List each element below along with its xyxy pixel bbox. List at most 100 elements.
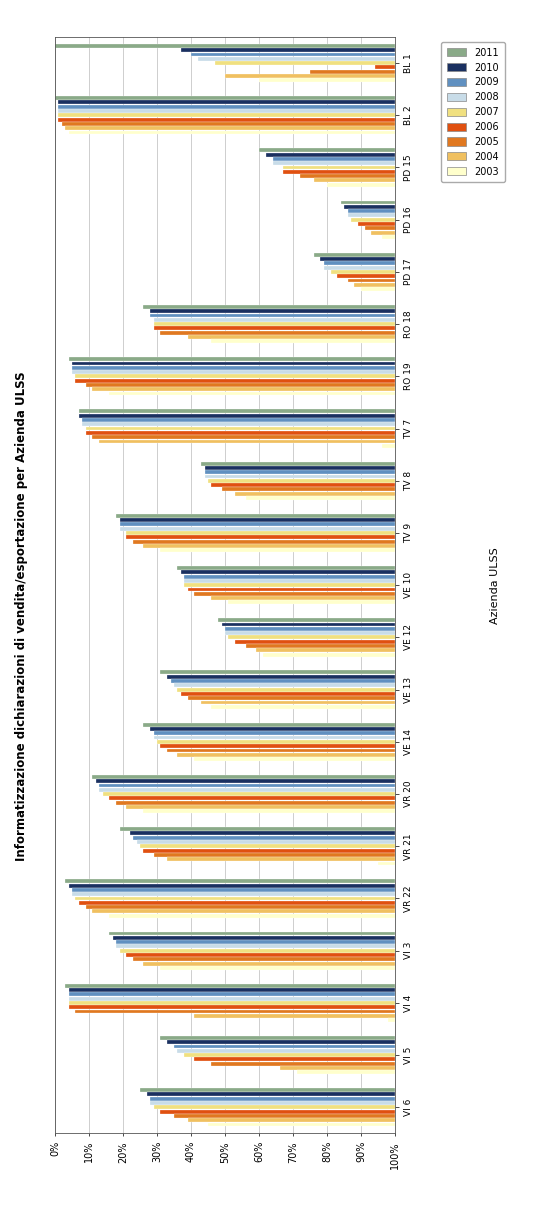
Bar bbox=[310, 70, 395, 74]
Bar bbox=[236, 492, 395, 495]
Bar bbox=[375, 65, 395, 69]
Bar bbox=[86, 426, 395, 430]
Bar bbox=[256, 648, 395, 652]
Bar bbox=[177, 687, 395, 691]
Bar bbox=[313, 253, 395, 256]
Bar bbox=[194, 1014, 395, 1018]
Bar bbox=[160, 670, 395, 674]
Bar bbox=[188, 1119, 395, 1122]
Bar bbox=[86, 431, 395, 435]
Bar bbox=[126, 536, 395, 540]
Bar bbox=[79, 901, 395, 904]
Bar bbox=[184, 1053, 395, 1057]
Bar bbox=[167, 1040, 395, 1045]
Bar bbox=[211, 596, 395, 600]
Bar bbox=[116, 940, 395, 944]
Bar bbox=[296, 1071, 395, 1074]
Bar bbox=[147, 1093, 395, 1096]
Bar bbox=[358, 222, 395, 225]
Bar bbox=[188, 696, 395, 700]
Bar bbox=[160, 966, 395, 970]
Bar bbox=[361, 287, 395, 291]
Bar bbox=[181, 692, 395, 696]
Bar bbox=[174, 1045, 395, 1048]
Bar bbox=[211, 705, 395, 708]
Bar bbox=[279, 1066, 395, 1069]
Bar bbox=[341, 201, 395, 205]
Bar bbox=[58, 110, 395, 113]
Bar bbox=[150, 309, 395, 313]
Bar bbox=[236, 639, 395, 643]
Bar bbox=[65, 984, 395, 988]
Bar bbox=[300, 174, 395, 179]
Bar bbox=[55, 44, 395, 48]
Bar bbox=[72, 888, 395, 892]
Bar bbox=[120, 519, 395, 522]
Bar bbox=[211, 483, 395, 487]
Bar bbox=[228, 636, 395, 639]
Bar bbox=[75, 1009, 395, 1014]
Bar bbox=[133, 957, 395, 961]
Bar bbox=[143, 962, 395, 966]
Bar bbox=[262, 653, 395, 657]
Bar bbox=[58, 117, 395, 122]
Bar bbox=[382, 235, 395, 239]
Bar bbox=[126, 954, 395, 957]
Bar bbox=[154, 318, 395, 322]
Bar bbox=[143, 306, 395, 309]
Bar bbox=[283, 170, 395, 174]
Bar bbox=[154, 853, 395, 856]
Bar bbox=[109, 796, 395, 801]
Bar bbox=[324, 261, 395, 265]
Bar bbox=[143, 545, 395, 548]
Bar bbox=[75, 375, 395, 378]
Bar bbox=[113, 936, 395, 940]
Bar bbox=[69, 988, 395, 992]
Bar bbox=[177, 565, 395, 570]
Bar bbox=[266, 153, 395, 156]
Bar bbox=[86, 906, 395, 909]
Bar bbox=[171, 679, 395, 683]
Bar bbox=[92, 435, 395, 439]
Bar bbox=[245, 644, 395, 648]
Bar bbox=[92, 909, 395, 913]
Bar bbox=[143, 809, 395, 813]
Bar bbox=[99, 784, 395, 787]
Bar bbox=[177, 1048, 395, 1053]
Bar bbox=[188, 335, 395, 339]
Bar bbox=[79, 414, 395, 418]
Bar bbox=[154, 1105, 395, 1109]
Bar bbox=[75, 378, 395, 383]
Bar bbox=[188, 588, 395, 591]
Text: Informatizzazione dichiarazioni di vendita/esportazione per Azienda ULSS: Informatizzazione dichiarazioni di vendi… bbox=[15, 371, 29, 861]
Bar bbox=[208, 479, 395, 483]
Bar bbox=[160, 1110, 395, 1114]
Bar bbox=[58, 113, 395, 117]
Bar bbox=[330, 270, 395, 274]
Y-axis label: Azienda ULSS: Azienda ULSS bbox=[490, 547, 500, 623]
Bar bbox=[157, 740, 395, 744]
Bar bbox=[69, 992, 395, 997]
Bar bbox=[382, 444, 395, 447]
Bar bbox=[69, 997, 395, 1000]
Bar bbox=[211, 339, 395, 344]
Bar bbox=[215, 62, 395, 65]
Bar bbox=[167, 675, 395, 679]
Bar bbox=[181, 48, 395, 52]
Bar bbox=[313, 179, 395, 182]
Bar bbox=[327, 182, 395, 186]
Bar bbox=[205, 474, 395, 478]
Bar bbox=[211, 1062, 395, 1066]
Bar bbox=[194, 758, 395, 761]
Legend: 2011, 2010, 2009, 2008, 2007, 2006, 2005, 2004, 2003: 2011, 2010, 2009, 2008, 2007, 2006, 2005… bbox=[441, 42, 505, 182]
Bar bbox=[130, 832, 395, 835]
Bar bbox=[72, 361, 395, 366]
Bar bbox=[58, 105, 395, 108]
Bar bbox=[72, 366, 395, 370]
Bar bbox=[126, 531, 395, 535]
Bar bbox=[389, 1018, 395, 1023]
Bar bbox=[116, 514, 395, 517]
Bar bbox=[140, 1088, 395, 1092]
Bar bbox=[348, 209, 395, 213]
Bar bbox=[82, 423, 395, 426]
